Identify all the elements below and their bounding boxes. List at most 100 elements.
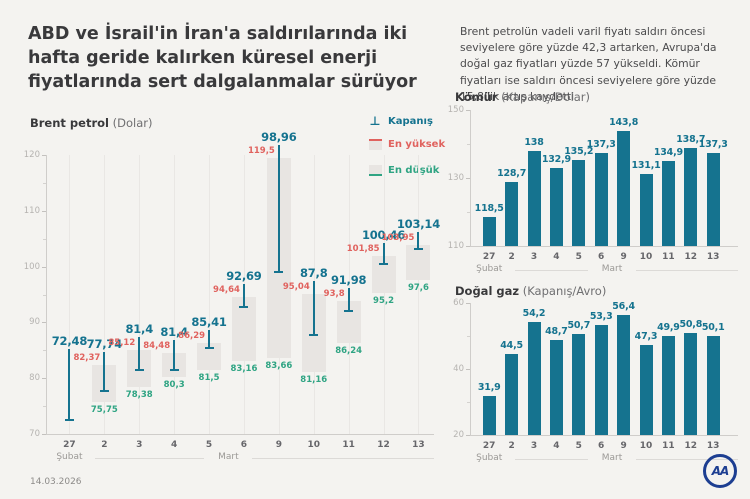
bar-value-label: 47,3 xyxy=(634,330,658,342)
close-marker xyxy=(379,263,389,266)
bar xyxy=(572,160,586,246)
close-label: 81,4 xyxy=(160,325,188,340)
gridline xyxy=(174,155,176,434)
x-tick-label: 4 xyxy=(553,252,560,262)
close-label: 92,69 xyxy=(226,268,262,283)
legend-item-close: ⊥ Kapanış xyxy=(368,114,448,128)
bar xyxy=(549,168,563,246)
x-tick-label: 2 xyxy=(101,440,108,450)
x-tick-label: 11 xyxy=(342,440,355,450)
bar xyxy=(617,314,631,435)
close-label: 87,8 xyxy=(299,266,328,281)
bar xyxy=(505,354,519,435)
gridline xyxy=(209,155,211,434)
bar xyxy=(594,325,608,435)
y-tick-label: 80 xyxy=(29,373,40,384)
bar xyxy=(527,150,541,246)
gas-title-text: Doğal gaz xyxy=(455,284,520,298)
y-minor-tick xyxy=(467,336,470,337)
x-tick-label: 6 xyxy=(598,252,605,262)
komur-bar-chart: 110 130 150 118,5 128,7 138 132,9 135,2 137,3 143… xyxy=(448,105,738,274)
range-box xyxy=(406,244,431,280)
bar xyxy=(482,395,496,435)
bar xyxy=(684,148,698,246)
x-tick-label: 9 xyxy=(275,440,282,450)
bar-value-label: 143,8 xyxy=(609,117,639,129)
high-label: 103,95 xyxy=(381,232,415,243)
x-tick-label: 3 xyxy=(530,252,538,262)
legend-item-high: En yüksek xyxy=(368,135,448,154)
bar xyxy=(549,340,563,435)
gas-title-unit: (Kapanış/Avro) xyxy=(522,284,607,298)
close-label: 91,98 xyxy=(330,273,367,288)
komur-title-unit: (Kapanış/Dolar) xyxy=(501,90,591,104)
y-tick-mark xyxy=(466,435,470,436)
komur-title-text: Kömür xyxy=(455,90,498,104)
bar xyxy=(661,161,675,246)
low-label: 83,16 xyxy=(230,363,258,374)
brent-hlc-chart: 70 80 90 100 110 120 72,48 82,37 75,75 77,74 85,12… xyxy=(24,130,440,462)
bar-value-label: 128,7 xyxy=(497,168,527,180)
high-label: 86,29 xyxy=(178,331,206,342)
close-marker xyxy=(204,347,214,349)
bar-value-label: 137,3 xyxy=(586,139,616,151)
month-label-mart: Mart xyxy=(601,453,623,463)
close-pin xyxy=(347,288,350,312)
y-tick-label: 100 xyxy=(23,261,40,272)
close-pin xyxy=(173,340,176,371)
bar xyxy=(617,131,631,246)
y-tick-label: 120 xyxy=(23,150,40,160)
high-label: 95,04 xyxy=(282,282,310,293)
bar-value-label: 31,9 xyxy=(477,381,501,393)
bar-value-label: 53,3 xyxy=(589,311,613,323)
bar-value-label: 54,2 xyxy=(522,308,546,320)
gridline xyxy=(139,155,141,434)
y-tick-label: 40 xyxy=(453,364,464,374)
aa-agency-logo: AA xyxy=(703,454,737,488)
y-minor-tick xyxy=(43,182,46,184)
x-tick-label: 5 xyxy=(575,252,582,262)
bar-value-label: 44,5 xyxy=(500,340,523,352)
bar-value-label: 138 xyxy=(524,136,544,148)
page-title: ABD ve İsrail'in İran'a saldırılarında i… xyxy=(28,24,417,93)
x-tick-label: 12 xyxy=(684,441,698,451)
y-axis-line xyxy=(46,155,47,434)
close-label: 85,41 xyxy=(191,315,227,330)
bar xyxy=(572,333,586,435)
y-tick-label: 150 xyxy=(447,105,464,115)
low-label: 83,66 xyxy=(265,360,293,371)
bar-value-label: 134,9 xyxy=(653,147,683,159)
y-tick-label: 70 xyxy=(29,429,40,439)
y-tick-mark xyxy=(42,266,46,268)
y-tick-mark xyxy=(42,378,46,380)
x-tick-label: 27 xyxy=(482,441,496,451)
x-tick-label: 6 xyxy=(240,440,248,450)
x-tick-label: 10 xyxy=(639,252,653,262)
close-label: 81,4 xyxy=(125,321,154,336)
y-tick-mark xyxy=(466,369,470,370)
legend-high-label: En yüksek xyxy=(388,139,446,150)
month-divider-line xyxy=(95,458,205,459)
brent-title-unit: (Dolar) xyxy=(112,116,153,130)
bar xyxy=(639,174,653,246)
close-label: 72,48 xyxy=(51,334,88,349)
brent-title-text: Brent petrol xyxy=(30,116,109,130)
x-tick-label: 13 xyxy=(706,252,720,262)
y-minor-tick xyxy=(43,238,46,240)
x-axis-line xyxy=(470,435,738,436)
high-label: 85,12 xyxy=(108,337,136,348)
y-minor-tick xyxy=(467,144,470,145)
x-tick-label: 12 xyxy=(684,252,698,262)
bar xyxy=(505,182,519,246)
month-divider-line xyxy=(252,458,434,459)
gridline xyxy=(104,155,106,434)
close-pin xyxy=(208,330,211,348)
y-minor-tick xyxy=(43,294,46,296)
x-tick-label: 10 xyxy=(639,441,653,451)
y-tick-label: 90 xyxy=(29,317,40,328)
y-tick-mark xyxy=(466,178,470,179)
y-tick-label: 110 xyxy=(23,205,40,216)
close-marker xyxy=(274,271,284,274)
y-tick-mark xyxy=(466,110,470,111)
